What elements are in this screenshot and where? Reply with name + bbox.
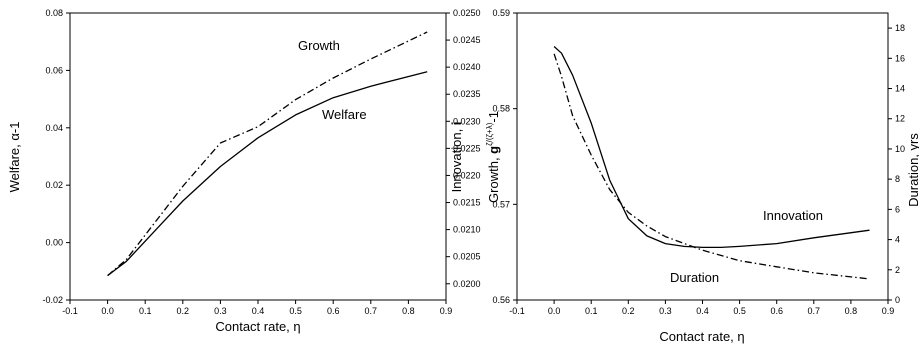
x-tick-label: 0.7 [808, 306, 821, 316]
y2-tick-label: 2 [895, 265, 900, 275]
plot-frame [516, 12, 889, 301]
x-tick-label: -0.1 [62, 306, 78, 316]
y2-axis-title: Growth, gζ/(ζ+λ)-1 [485, 111, 501, 203]
y2-tick-label: 0 [895, 295, 900, 305]
y2-tick-label: 0.0225 [453, 143, 481, 153]
x-tick-label: 0.4 [252, 306, 265, 316]
duration-annotation: Duration [670, 270, 719, 285]
x-tick-label: 0.0 [101, 306, 114, 316]
y2-tick-label: 18 [895, 23, 905, 33]
x-tick-label: 0.1 [585, 306, 598, 316]
y2-axis-title: Duration, yrs [906, 133, 919, 207]
y2-tick-label: 8 [895, 174, 900, 184]
x-tick-label: 0.6 [770, 306, 783, 316]
y2-tick-label: 16 [895, 53, 905, 63]
y2-tick-label: 0.0210 [453, 225, 481, 235]
y2-tick-label: 6 [895, 204, 900, 214]
plot-frame [69, 12, 447, 301]
x-tick-label: 0.3 [659, 306, 672, 316]
innovation-annotation: Innovation [763, 208, 823, 223]
x-tick-label: 0.1 [139, 306, 152, 316]
y-tick-label: 0.56 [492, 295, 510, 305]
y2-tick-label: 10 [895, 144, 905, 154]
y2-tick-label: 0.0250 [453, 8, 481, 18]
series-lines [553, 46, 870, 280]
y-axis-left: -0.02 0.00 0.02 0.04 0.06 0.08 [42, 8, 70, 305]
y-tick-label: 0.08 [45, 8, 63, 18]
x-tick-label: 0.2 [622, 306, 635, 316]
welfare-growth-chart: -0.1 0.0 0.1 0.2 0.3 0.4 0.5 0.6 0.7 0.8 0.9 -0.02… [7, 8, 501, 334]
x-tick-label: 0.8 [402, 306, 415, 316]
series-lines [107, 31, 428, 277]
y-axis-title: Innovation, i [449, 122, 464, 193]
x-axis: -0.1 0.0 0.1 0.2 0.3 0.4 0.5 0.6 0.7 0.8 0.9 [62, 300, 452, 316]
y-axis-right: 0.0200 0.0205 0.0210 0.0215 0.0220 0.0225 0.02… [446, 8, 481, 289]
y2-tick-label: 0.0235 [453, 89, 481, 99]
welfare-line [107, 71, 428, 277]
x-tick-label: 0.9 [440, 306, 453, 316]
y2-tick-label: 12 [895, 114, 905, 124]
y2-tick-label: 0.0230 [453, 116, 481, 126]
x-tick-label: 0.0 [548, 306, 561, 316]
y2-tick-label: 0.0240 [453, 62, 481, 72]
y2-tick-label: 0.0200 [453, 279, 481, 289]
y-axis-left: 0.56 0.57 0.58 0.59 [492, 8, 517, 305]
y2-tick-label: 0.0245 [453, 35, 481, 45]
x-tick-label: 0.5 [733, 306, 746, 316]
innovation-duration-chart: -0.1 0.0 0.1 0.2 0.3 0.4 0.5 0.6 0.7 0.8 0.9 0.560… [449, 8, 919, 344]
x-tick-label: 0.8 [845, 306, 858, 316]
y-tick-label: 0.58 [492, 104, 510, 114]
x-tick-label: 0.3 [214, 306, 227, 316]
y2-tick-label: 0.0215 [453, 198, 481, 208]
y2-tick-label: 4 [895, 235, 900, 245]
x-tick-label: 0.2 [177, 306, 190, 316]
duration-line [553, 53, 870, 280]
y2-tick-label: 0.0205 [453, 252, 481, 262]
x-tick-label: -0.1 [509, 306, 525, 316]
y-tick-label: 0.02 [45, 180, 63, 190]
y-tick-label: 0.04 [45, 123, 63, 133]
growth-annotation: Growth [298, 38, 340, 53]
x-axis-title: Contact rate, η [659, 329, 744, 344]
y2-tick-label: 0.0220 [453, 170, 481, 180]
y2-tick-label: 14 [895, 84, 905, 94]
innovation-line [553, 46, 870, 249]
y-axis-title: Welfare, α-1 [7, 122, 22, 193]
y-tick-label: 0.00 [45, 238, 63, 248]
y-axis-right: 0 2 4 6 8 10 12 14 16 18 [888, 23, 905, 305]
x-axis: -0.1 0.0 0.1 0.2 0.3 0.4 0.5 0.6 0.7 0.8 0.9 [509, 300, 894, 316]
x-tick-label: 0.7 [365, 306, 378, 316]
x-tick-label: 0.5 [289, 306, 302, 316]
y-tick-label: 0.57 [492, 199, 510, 209]
x-tick-label: 0.6 [327, 306, 340, 316]
welfare-annotation: Welfare [322, 107, 367, 122]
y-tick-label: -0.02 [42, 295, 63, 305]
x-tick-label: 0.9 [882, 306, 895, 316]
y-tick-label: 0.06 [45, 65, 63, 75]
y-tick-label: 0.59 [492, 8, 510, 18]
x-tick-label: 0.4 [696, 306, 709, 316]
growth-line [107, 31, 428, 277]
x-axis-title: Contact rate, η [215, 319, 300, 334]
